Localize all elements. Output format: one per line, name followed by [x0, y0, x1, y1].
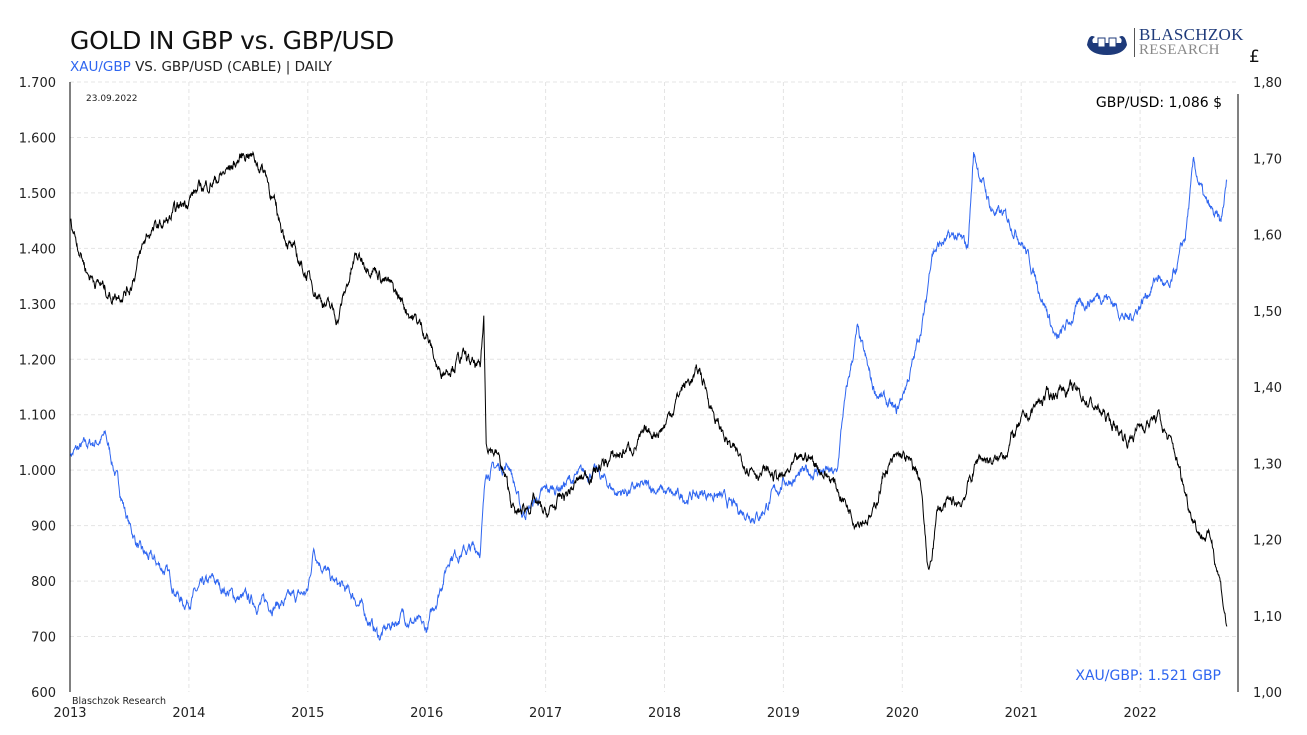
- x-tick-label: 2017: [529, 706, 562, 721]
- left-tick-label: 1.000: [19, 464, 56, 479]
- gbp-usd-annotation: GBP/USD: 1,086 $: [1096, 95, 1222, 111]
- x-tick-label: 2019: [767, 706, 800, 721]
- right-tick-label: 1,30: [1253, 457, 1282, 472]
- right-tick-label: 1,50: [1253, 305, 1282, 320]
- ship-logo-icon: [1087, 35, 1127, 55]
- xau-gbp-annotation: XAU/GBP: 1.521 GBP: [1075, 668, 1221, 684]
- left-tick-label: 1.400: [19, 242, 56, 257]
- currency-unit-label: £: [1249, 47, 1260, 67]
- watermark-label: Blaschzok Research: [72, 696, 166, 707]
- x-tick-label: 2015: [291, 706, 324, 721]
- left-tick-label: 1.100: [19, 409, 56, 424]
- subtitle-xau-gbp: XAU/GBP: [70, 59, 131, 75]
- logo-line2: RESEARCH: [1139, 42, 1220, 58]
- left-tick-label: 1.600: [19, 131, 56, 146]
- left-tick-label: 1.300: [19, 298, 56, 313]
- series-line-xau-gbp: [69, 152, 1228, 641]
- x-tick-label: 2014: [172, 706, 205, 721]
- blaschzok-logo: BLASCHZOK RESEARCH: [1085, 25, 1244, 58]
- left-tick-label: 1.700: [19, 76, 56, 91]
- date-label: 23.09.2022: [86, 94, 138, 104]
- right-tick-label: 1,40: [1253, 381, 1282, 396]
- right-tick-label: 1,60: [1253, 229, 1282, 244]
- logo-line1: BLASCHZOK: [1139, 25, 1244, 44]
- subtitle-rest: VS. GBP/USD (CABLE) | DAILY: [130, 59, 332, 75]
- left-tick-label: 1.200: [19, 353, 56, 368]
- chart-subtitle: XAU/GBP VS. GBP/USD (CABLE) | DAILY: [70, 59, 332, 75]
- right-tick-label: 1,80: [1253, 76, 1282, 91]
- x-tick-label: 2020: [886, 706, 919, 721]
- x-tick-label: 2021: [1005, 706, 1038, 721]
- left-tick-label: 1.500: [19, 187, 56, 202]
- right-tick-label: 1,70: [1253, 152, 1282, 167]
- left-tick-label: 800: [31, 575, 56, 590]
- series-line-gbp-usd: [69, 150, 1228, 627]
- right-tick-label: 1,00: [1253, 686, 1282, 701]
- left-tick-label: 900: [31, 520, 56, 535]
- x-tick-label: 2016: [410, 706, 443, 721]
- left-tick-label: 700: [31, 631, 56, 646]
- chart-title: GOLD IN GBP vs. GBP/USD: [70, 26, 394, 55]
- x-tick-label: 2018: [648, 706, 681, 721]
- right-tick-label: 1,10: [1253, 610, 1282, 625]
- x-tick-label: 2022: [1124, 706, 1157, 721]
- right-tick-label: 1,20: [1253, 534, 1282, 549]
- left-tick-label: 600: [31, 686, 56, 701]
- x-tick-label: 2013: [53, 706, 86, 721]
